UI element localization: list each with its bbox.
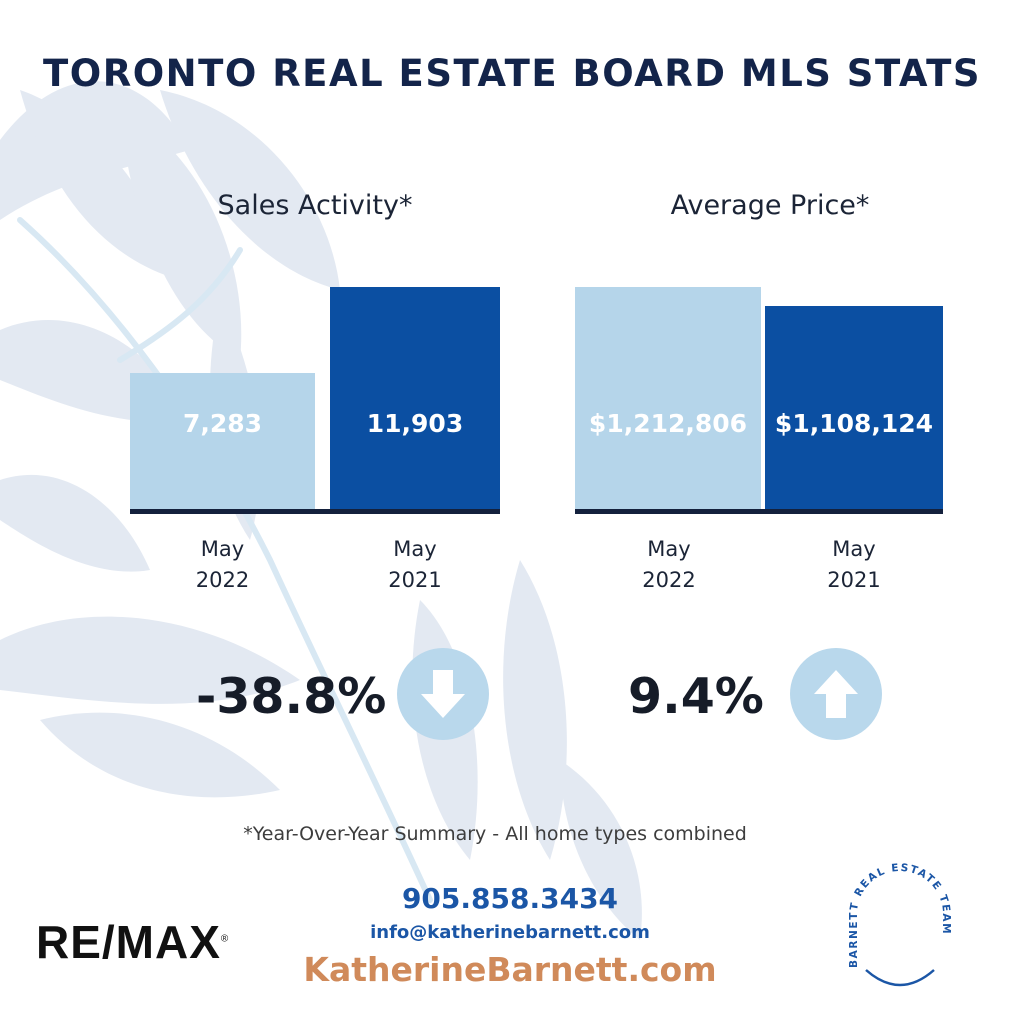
price-category-may-2021-month: May: [832, 537, 876, 561]
sales-bar-may-2021-value: 11,903: [366, 409, 464, 438]
price-change-indicator: [790, 648, 882, 740]
barnett-team-seal: BARNETT REAL ESTATE TEAM: [848, 862, 952, 987]
sales-category-may-2022-year: 2022: [195, 568, 250, 592]
seal-text: BARNETT REAL ESTATE TEAM: [848, 862, 951, 968]
sales-change-value: -38.8%: [196, 668, 387, 725]
page-title: TORONTO REAL ESTATE BOARD MLS STATS: [43, 52, 981, 95]
email-link[interactable]: info@katherinebarnett.com: [370, 922, 650, 943]
sales-category-may-2021: May 2021: [330, 534, 500, 596]
average-price-chart: $1,212,806 $1,108,124: [575, 280, 943, 520]
price-category-may-2021: May 2021: [765, 534, 943, 596]
price-chart-baseline: [575, 509, 943, 514]
registered-mark: ®: [220, 933, 230, 945]
price-bar-may-2022-value: $1,212,806: [588, 409, 748, 438]
price-category-may-2022-year: 2022: [642, 568, 696, 592]
website-link[interactable]: KatherineBarnett.com: [303, 950, 717, 989]
sales-bar-may-2021: 11,903: [330, 287, 500, 509]
phone-link[interactable]: 905.858.3434: [401, 882, 619, 915]
sales-activity-chart: 7,283 11,903: [130, 280, 500, 520]
arrow-down-icon: [421, 670, 465, 718]
sales-chart-baseline: [130, 509, 500, 514]
svg-text:BARNETT REAL ESTATE TEAM: BARNETT REAL ESTATE TEAM: [848, 862, 952, 968]
sales-category-may-2021-year: 2021: [388, 568, 442, 592]
price-category-may-2021-year: 2021: [827, 568, 881, 592]
price-bar-may-2021: $1,108,124: [765, 306, 943, 509]
price-bar-may-2022: $1,212,806: [575, 287, 761, 509]
remax-logo-text: RE/MAX: [36, 916, 221, 968]
sales-bar-may-2022-value: 7,283: [182, 409, 263, 438]
price-bar-may-2021-value: $1,108,124: [774, 409, 934, 438]
price-change-value: 9.4%: [628, 668, 764, 725]
remax-logo: RE/MAX®: [36, 915, 229, 969]
sales-activity-title: Sales Activity*: [217, 190, 413, 221]
price-category-may-2022: May 2022: [575, 534, 763, 596]
footnote: *Year-Over-Year Summary - All home types…: [243, 823, 747, 845]
sales-change-indicator: [397, 648, 489, 740]
arrow-up-icon: [814, 670, 858, 718]
sales-category-may-2021-month: May: [393, 537, 437, 561]
sales-category-may-2022: May 2022: [130, 534, 315, 596]
sales-category-may-2022-month: May: [200, 537, 245, 561]
price-category-may-2022-month: May: [647, 537, 691, 561]
average-price-title: Average Price*: [670, 190, 870, 221]
sales-bar-may-2022: 7,283: [130, 373, 315, 509]
